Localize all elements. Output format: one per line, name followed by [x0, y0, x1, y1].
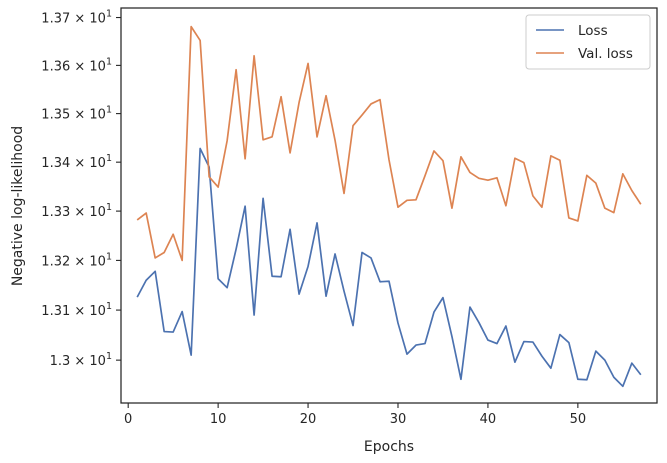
plot-frame — [120, 7, 658, 404]
y-tick-label: 1.31 × 101 — [41, 301, 112, 319]
x-tick-label: 20 — [300, 412, 317, 427]
x-tick-label: 40 — [480, 412, 497, 427]
x-tick-label: 0 — [124, 412, 132, 427]
y-tick-label: 1.37 × 101 — [41, 9, 112, 27]
y-tick-label: 1.32 × 101 — [41, 251, 112, 269]
legend-label-val-loss: Val. loss — [578, 46, 633, 62]
x-axis-ticks: 0 10 20 30 40 50 — [124, 403, 586, 427]
legend-label-loss: Loss — [578, 23, 608, 39]
x-tick-label: 50 — [570, 412, 587, 427]
y-tick-label: 1.36 × 101 — [41, 56, 112, 74]
y-tick-label: 1.35 × 101 — [41, 105, 112, 123]
y-axis-label: Negative log-likelihood — [10, 126, 26, 286]
series-lines — [136, 25, 642, 388]
legend: Loss Val. loss — [525, 14, 651, 70]
legend-frame — [525, 14, 651, 70]
series-line-loss — [136, 147, 642, 388]
y-tick-label: 1.34 × 101 — [41, 153, 112, 171]
x-tick-label: 10 — [210, 412, 227, 427]
series-line-val-loss — [136, 25, 642, 262]
y-axis-ticks: 1.3 × 101 1.31 × 101 1.32 × 101 1.33 × 101 1… — [41, 9, 121, 369]
y-tick-label: 1.33 × 101 — [41, 202, 112, 220]
x-tick-label: 30 — [390, 412, 407, 427]
y-tick-label: 1.3 × 101 — [50, 351, 112, 369]
x-axis-label: Epochs — [364, 439, 414, 455]
